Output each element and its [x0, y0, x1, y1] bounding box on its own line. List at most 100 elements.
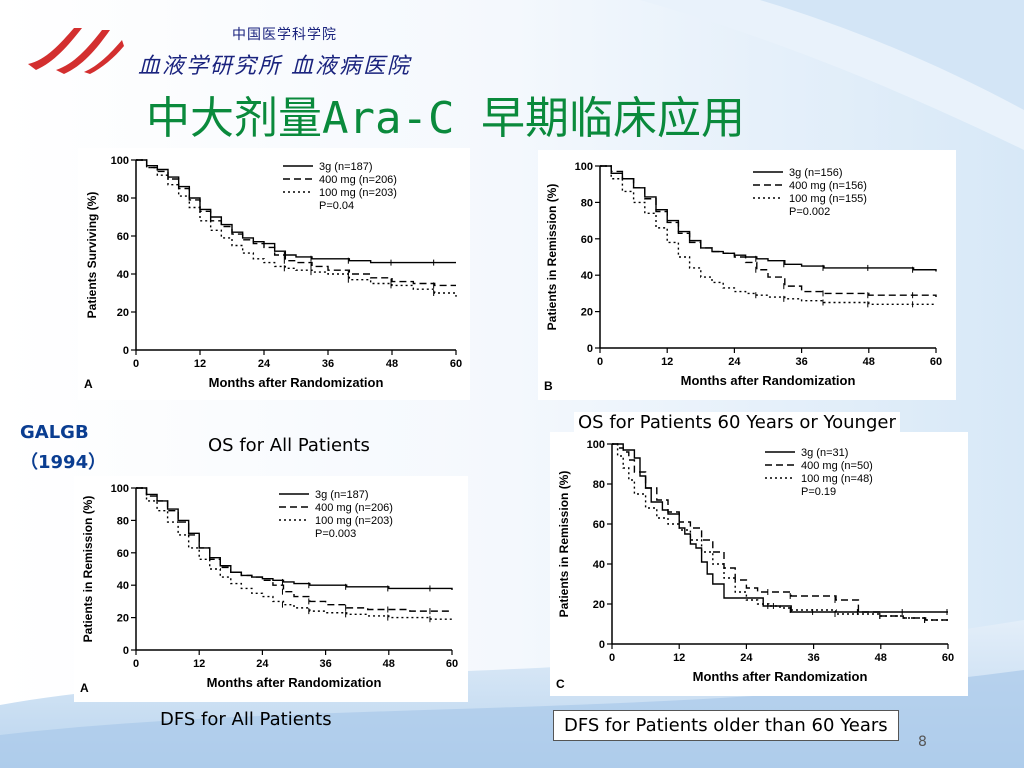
- chart-panel-os-all: 0 20 40 60 80 100 0 12 24 36 48 60 Months after Rand…: [78, 148, 470, 400]
- dfs-older-patients-chart: 0 20 40 60 80 100 0 12 24 36 48 60 Months after Rand…: [556, 439, 954, 691]
- chart3-series-1-line: [612, 443, 948, 621]
- chart2-x-tick-label: 48: [383, 658, 395, 670]
- chart1-x-tick-label: 60: [930, 356, 942, 368]
- chart0-y-tick-label: 100: [111, 155, 129, 167]
- chart1-y-label: Patients in Remission (%): [545, 184, 559, 331]
- chart2-legend-label: 400 mg (n=206): [315, 502, 393, 514]
- chart2-x-tick-label: 0: [133, 658, 139, 670]
- chart1-y-tick-label: 80: [581, 197, 593, 209]
- chart2-series-2-line: [136, 487, 452, 620]
- chart3-y-tick-label: 20: [593, 599, 605, 611]
- chart1-y-tick-label: 100: [575, 161, 593, 173]
- chart3-x-tick-label: 36: [807, 652, 819, 664]
- chart1-x-tick-label: 48: [863, 356, 875, 368]
- chart2-y-tick-label: 80: [117, 515, 129, 527]
- chart1-x-tick-label: 0: [597, 356, 603, 368]
- chart2-series-0-line: [136, 487, 453, 591]
- chart2-p-value: P=0.003: [315, 528, 356, 540]
- chart1-series-2-line: [600, 165, 936, 306]
- chart1-series-1-line: [600, 165, 937, 298]
- chart3-x-tick-label: 0: [609, 652, 615, 664]
- chart1-legend-label: 100 mg (n=155): [789, 193, 867, 205]
- chart0-p-value: P=0.04: [319, 200, 354, 212]
- chart3-legend-label: 3g (n=31): [801, 447, 848, 459]
- chart2-x-label: Months after Randomization: [207, 675, 382, 690]
- caption-dfs-older: DFS for Patients older than 60 Years: [553, 710, 899, 741]
- chart1-x-tick-label: 24: [728, 356, 741, 368]
- chart3-legend-label: 400 mg (n=50): [801, 460, 873, 472]
- chart-panel-dfs-all: 0 20 40 60 80 100 0 12 24 36 48 60 Months after Rand…: [74, 476, 468, 702]
- chart3-panel-letter: C: [556, 677, 565, 691]
- dfs-all-patients-chart: 0 20 40 60 80 100 0 12 24 36 48 60 Months after Rand…: [80, 483, 458, 695]
- chart0-legend-label: 100 mg (n=203): [319, 187, 397, 199]
- chart2-legend-label: 100 mg (n=203): [315, 515, 393, 527]
- chart0-legend-label: 400 mg (n=206): [319, 174, 397, 186]
- chart2-y-tick-label: 20: [117, 613, 129, 625]
- chart1-legend-label: 400 mg (n=156): [789, 180, 867, 192]
- study-name: GALGB: [20, 422, 89, 443]
- chart3-x-tick-label: 12: [673, 652, 685, 664]
- chart2-x-tick-label: 36: [319, 658, 331, 670]
- os-all-patients-chart: 0 20 40 60 80 100 0 12 24 36 48 60 Months after Rand…: [84, 155, 462, 391]
- chart2-x-tick-label: 24: [256, 658, 269, 670]
- chart1-legend-label: 3g (n=156): [789, 167, 843, 179]
- chart0-panel-letter: A: [84, 377, 93, 391]
- chart3-series-2-line: [612, 443, 948, 621]
- chart1-panel-letter: B: [544, 379, 553, 393]
- caption-dfs-all: DFS for All Patients: [160, 709, 332, 730]
- chart3-x-tick-label: 48: [875, 652, 887, 664]
- chart0-x-tick-label: 60: [450, 358, 462, 370]
- page-number: 8: [918, 734, 927, 750]
- chart2-series-1-line: [136, 487, 452, 612]
- chart0-series-0-line: [136, 159, 456, 264]
- chart3-y-tick-label: 100: [587, 439, 605, 451]
- study-year: （1994）: [20, 452, 107, 473]
- chart-panel-dfs-older: 0 20 40 60 80 100 0 12 24 36 48 60 Months after Rand…: [550, 432, 968, 696]
- chart0-series-2-line: [136, 159, 457, 297]
- chart1-x-tick-label: 36: [795, 356, 807, 368]
- chart2-y-tick-label: 60: [117, 548, 129, 560]
- chart3-x-tick-label: 24: [740, 652, 753, 664]
- chart1-series-0-line: [600, 165, 937, 272]
- chart2-y-tick-label: 0: [123, 645, 129, 657]
- chart0-y-tick-label: 20: [117, 307, 129, 319]
- chart1-x-label: Months after Randomization: [681, 373, 856, 388]
- os-younger-patients-chart: 0 20 40 60 80 100 0 12 24 36 48 60 Months after Rand…: [544, 161, 942, 393]
- chart0-x-tick-label: 36: [322, 358, 334, 370]
- chart2-panel-letter: A: [80, 681, 89, 695]
- caption-os-all: OS for All Patients: [208, 435, 370, 456]
- chart0-y-tick-label: 60: [117, 231, 129, 243]
- chart2-x-tick-label: 60: [446, 658, 458, 670]
- chart3-y-tick-label: 0: [599, 639, 605, 651]
- chart0-x-tick-label: 12: [194, 358, 206, 370]
- slide-title: 中大剂量Ara-C 早期临床应用: [146, 93, 745, 144]
- chart1-p-value: P=0.002: [789, 206, 830, 218]
- chart1-x-tick-label: 12: [661, 356, 673, 368]
- chart3-y-tick-label: 80: [593, 479, 605, 491]
- institute-name-line1: 中国医学科学院: [232, 27, 337, 43]
- chart0-x-label: Months after Randomization: [209, 375, 384, 390]
- chart3-y-tick-label: 40: [593, 559, 605, 571]
- chart2-y-tick-label: 40: [117, 580, 129, 592]
- chart0-y-tick-label: 0: [123, 345, 129, 357]
- institute-name-line2: 血液学研究所 血液病医院: [138, 54, 411, 79]
- chart0-x-tick-label: 24: [258, 358, 271, 370]
- chart1-y-tick-label: 40: [581, 270, 593, 282]
- chart0-x-tick-label: 48: [386, 358, 398, 370]
- chart3-x-tick-label: 60: [942, 652, 954, 664]
- institute-logo-icon: [28, 28, 124, 74]
- chart2-y-tick-label: 100: [111, 483, 129, 495]
- chart2-legend-label: 3g (n=187): [315, 489, 369, 501]
- chart2-y-label: Patients in Remission (%): [81, 496, 95, 643]
- chart0-series-1-line: [136, 159, 456, 287]
- chart3-series-0-line: [612, 443, 948, 613]
- chart1-y-tick-label: 0: [587, 343, 593, 355]
- chart3-x-label: Months after Randomization: [693, 669, 868, 684]
- chart1-y-tick-label: 20: [581, 307, 593, 319]
- chart2-x-tick-label: 12: [193, 658, 205, 670]
- chart0-y-label: Patients Surviving (%): [85, 192, 99, 319]
- chart0-x-tick-label: 0: [133, 358, 139, 370]
- caption-os-younger: OS for Patients 60 Years or Younger: [574, 412, 900, 433]
- chart3-p-value: P=0.19: [801, 486, 836, 498]
- chart1-y-tick-label: 60: [581, 234, 593, 246]
